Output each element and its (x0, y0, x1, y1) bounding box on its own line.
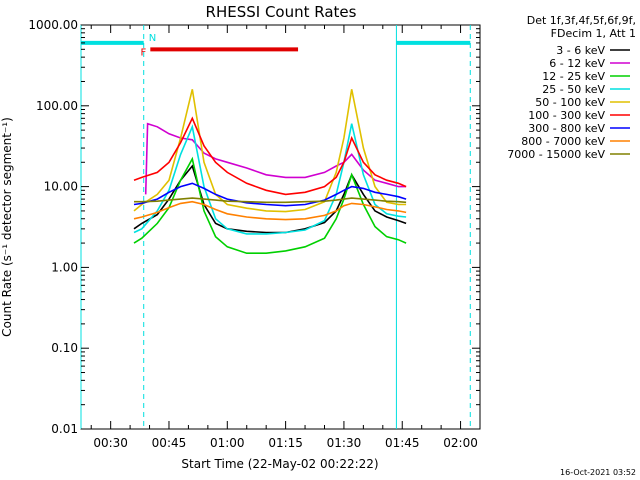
legend-header-line-2: FDecim 1, Att 1 (551, 27, 636, 40)
legend-header-line-1: Det 1f,3f,4f,5f,6f,9f, (527, 14, 636, 27)
legend-label-0: 3 - 6 keV (556, 44, 605, 57)
x-tick-label: 01:00 (210, 436, 245, 450)
legend-label-1: 6 - 12 keV (549, 57, 605, 70)
y-tick-label: 100.00 (36, 99, 78, 113)
series-line-3 (133, 123, 407, 235)
series-line-8 (134, 197, 407, 204)
legend-label-3: 25 - 50 keV (542, 83, 605, 96)
print-timestamp: 16-Oct-2021 03:52 (560, 468, 636, 477)
state-bar-label-N: N (149, 33, 156, 44)
y-axis-label: Count Rate (s⁻¹ detector segment⁻¹) (0, 117, 14, 337)
x-axis-label: Start Time (22-May-02 00:22:22) (181, 457, 378, 471)
y-axis: 1000.00 100.00 10.00 1.00 0.10 0.01 (28, 18, 480, 436)
legend-label-2: 12 - 25 keV (542, 70, 605, 83)
y-tick-label: 10.00 (44, 180, 78, 194)
legend: Det 1f,3f,4f,5f,6f,9f, FDecim 1, Att 1 3… (507, 14, 636, 161)
x-tick-label: 01:15 (268, 436, 303, 450)
legend-label-7: 800 - 7000 keV (521, 135, 605, 148)
plot-frame (80, 24, 481, 430)
legend-label-6: 300 - 800 keV (528, 122, 605, 135)
state-bars: NF (81, 33, 471, 58)
y-tick-label: 1000.00 (28, 18, 78, 32)
x-tick-label: 02:00 (443, 436, 478, 450)
state-bar-label-F: F (141, 47, 147, 58)
x-tick-label: 00:30 (93, 436, 128, 450)
series-line-2 (133, 156, 407, 254)
series-line-7 (133, 200, 407, 221)
series-lines (133, 89, 407, 254)
series-line-4 (133, 89, 407, 213)
x-tick-label: 01:30 (327, 436, 362, 450)
time-markers (80, 25, 471, 429)
series-line-1 (144, 122, 407, 195)
legend-label-4: 50 - 100 keV (535, 96, 605, 109)
series-line-6 (133, 182, 407, 207)
x-tick-label: 01:45 (385, 436, 420, 450)
x-tick-label: 00:45 (152, 436, 187, 450)
y-tick-label: 0.01 (51, 422, 78, 436)
series-line-5 (133, 116, 407, 196)
y-tick-label: 0.10 (51, 341, 78, 355)
legend-label-8: 7000 - 15000 keV (507, 148, 605, 161)
x-axis: 00:30 00:45 01:00 01:15 01:30 01:45 02:00 (90, 25, 481, 450)
legend-label-5: 100 - 300 keV (528, 109, 605, 122)
y-tick-label: 1.00 (51, 260, 78, 274)
chart-title: RHESSI Count Rates (206, 3, 357, 21)
